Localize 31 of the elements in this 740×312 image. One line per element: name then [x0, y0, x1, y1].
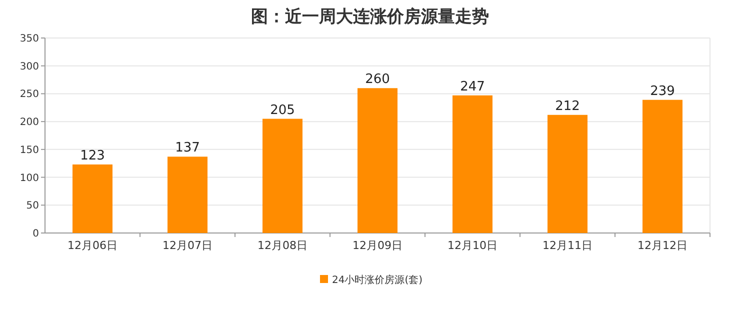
x-tick-label: 12月06日	[68, 239, 118, 252]
x-tick-label: 12月09日	[352, 239, 402, 252]
chart-title: 图：近一周大连涨价房源量走势	[251, 7, 489, 27]
bar	[262, 118, 302, 233]
y-tick-label: 200	[20, 117, 39, 128]
x-tick-label: 12月08日	[258, 239, 308, 252]
bar	[72, 164, 112, 233]
y-tick-label: 250	[20, 89, 39, 100]
y-tick-label: 350	[20, 34, 39, 44]
data-label: 123	[80, 148, 105, 164]
x-tick-label: 12月10日	[448, 239, 498, 252]
data-label: 212	[555, 98, 580, 114]
y-tick-label: 100	[20, 172, 39, 184]
y-tick-label: 0	[32, 228, 39, 240]
y-tick-label: 50	[26, 200, 39, 212]
legend-label: 24小时涨价房源(套)	[332, 274, 423, 286]
bar	[168, 156, 208, 233]
y-tick-label: 150	[20, 144, 39, 156]
data-label: 260	[365, 72, 390, 88]
bar	[358, 88, 398, 233]
bar	[548, 114, 588, 233]
bar	[452, 95, 492, 233]
data-label: 247	[460, 79, 485, 94]
x-tick-label: 12月07日	[162, 239, 212, 252]
data-label: 239	[650, 84, 675, 99]
x-tick-label: 12月12日	[638, 239, 688, 252]
x-tick-label: 12月11日	[542, 239, 592, 252]
data-label: 137	[175, 140, 200, 156]
bar	[642, 100, 682, 233]
data-label: 205	[270, 102, 295, 118]
y-tick-label: 300	[20, 61, 39, 72]
